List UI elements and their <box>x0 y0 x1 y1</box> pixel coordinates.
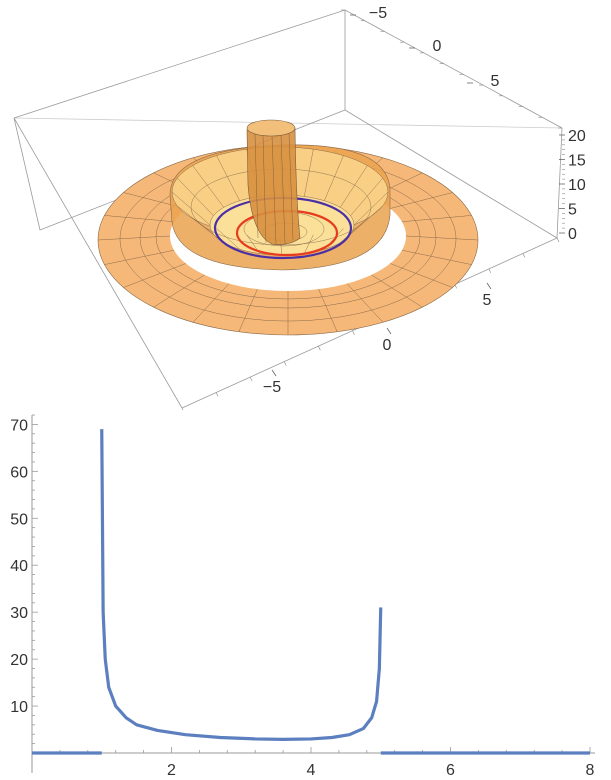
x-tick-label: 8 <box>586 762 595 779</box>
y-tick-label: 5 <box>491 73 500 90</box>
x-tick-label: 4 <box>307 762 316 779</box>
y-tick-label: 30 <box>10 605 28 622</box>
y-tick-label: 0 <box>433 38 442 55</box>
y-tick-label: 10 <box>10 699 28 716</box>
z-tick-label: 10 <box>568 177 586 194</box>
z-tick-label: 0 <box>568 226 577 243</box>
z-tick-label: 20 <box>568 128 586 145</box>
x-tick-label: 2 <box>167 762 176 779</box>
x-tick-label: 6 <box>446 762 455 779</box>
y-tick-label: 20 <box>10 652 28 669</box>
y-tick-label: 40 <box>10 558 28 575</box>
x-tick-label: 5 <box>483 292 492 309</box>
x-tick-label: −5 <box>263 379 281 396</box>
series-segment-1 <box>100 429 383 741</box>
x-tick-label: 0 <box>383 337 392 354</box>
y-tick-label: 60 <box>10 464 28 481</box>
y-tick-label: 50 <box>10 511 28 528</box>
axis-ticks-3d: −5 0 5 0 5 10 15 20 −5 0 5 <box>181 5 586 410</box>
central-spike <box>246 119 301 245</box>
y-tick-label: −5 <box>369 5 387 22</box>
z-tick-label: 15 <box>568 153 586 170</box>
line-plot: 10 20 30 40 50 60 70 2 4 6 8 <box>10 414 595 779</box>
axes: 10 20 30 40 50 60 70 2 4 6 8 <box>10 414 595 779</box>
surface-3d-plot: −5 0 5 0 5 10 15 20 −5 0 5 <box>13 5 586 410</box>
z-tick-label: 5 <box>568 202 577 219</box>
series-line <box>32 429 590 755</box>
y-tick-label: 70 <box>10 417 28 434</box>
